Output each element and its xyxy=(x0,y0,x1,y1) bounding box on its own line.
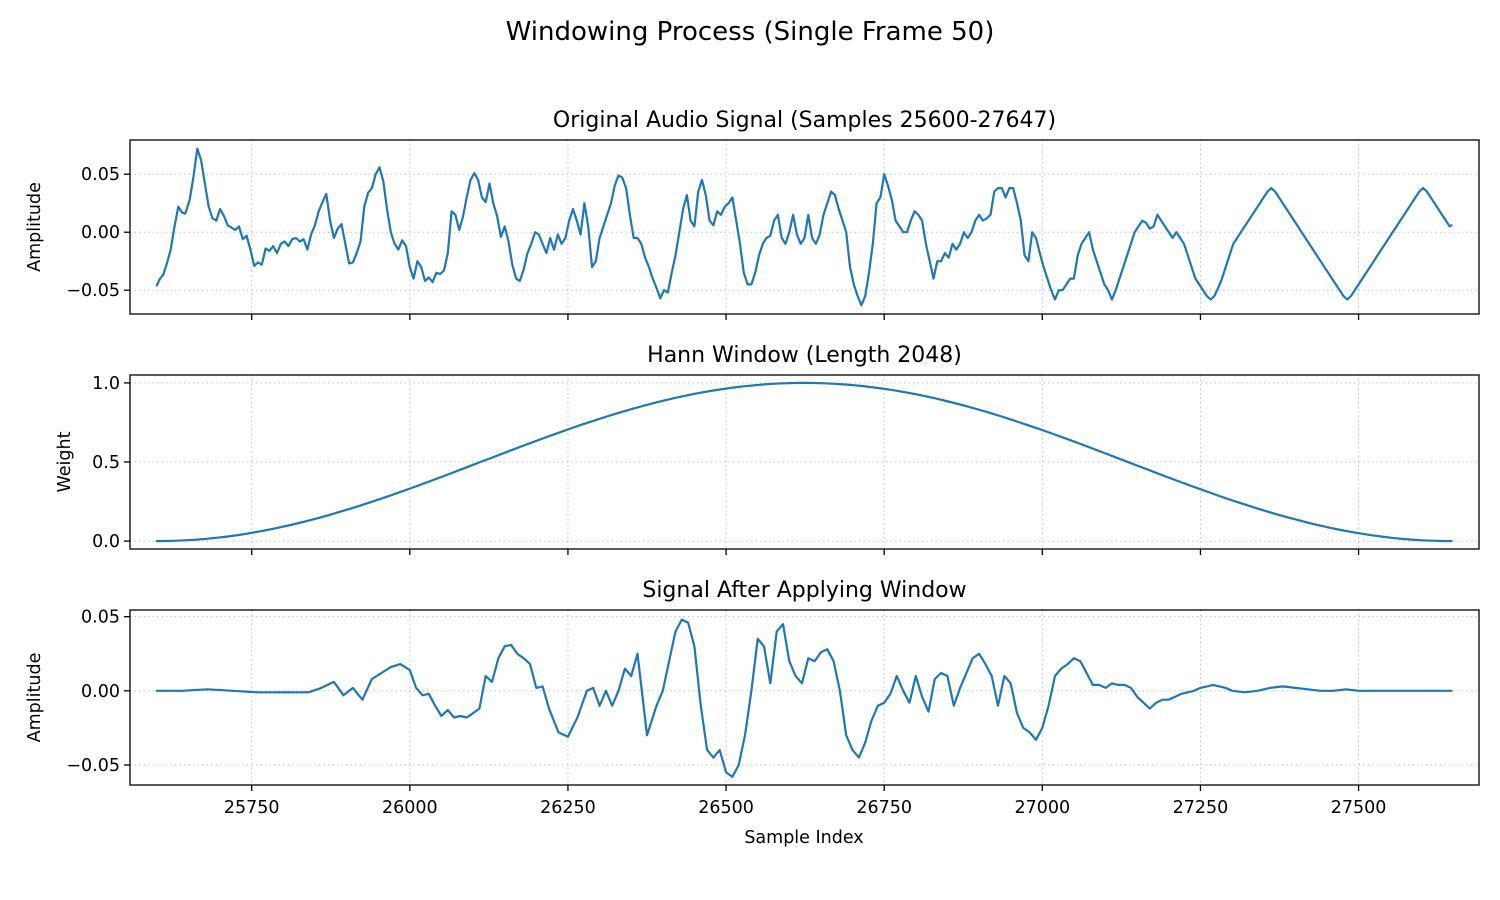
subplot-2: 0.0 0.5 1.0 Hann Window (Length 2048) Weight xyxy=(55,343,1480,555)
x-tick-label: 26500 xyxy=(698,798,754,818)
subplot-1: −0.05 0.00 0.05 Original Audio Signal (Samp… xyxy=(25,108,1480,320)
x-tick-label: 26000 xyxy=(382,798,438,818)
subplot-3: 25750 26000 26250 26500 26750 27000 27250 27500… xyxy=(25,578,1480,818)
x-tick-label: 27500 xyxy=(1331,798,1387,818)
x-tick-label: 27000 xyxy=(1014,798,1070,818)
y-axis-label: Weight xyxy=(55,431,75,492)
y-tick-label: 0.5 xyxy=(92,453,120,473)
axes-frame xyxy=(129,374,1480,550)
y-axis-label: Amplitude xyxy=(25,182,45,272)
y-axis-label: Amplitude xyxy=(25,653,45,743)
y-tick-label: 0.05 xyxy=(81,608,120,628)
subplot-title: Hann Window (Length 2048) xyxy=(647,343,962,368)
y-tick-label: 0.05 xyxy=(81,165,120,185)
x-axis-label: Sample Index xyxy=(744,828,863,848)
y-tick-label: 1.0 xyxy=(92,374,120,394)
x-tick-label: 26750 xyxy=(856,798,912,818)
y-tick-label: −0.05 xyxy=(66,756,120,776)
subplot-title: Original Audio Signal (Samples 25600-276… xyxy=(553,108,1056,133)
subplot-title: Signal After Applying Window xyxy=(642,578,966,603)
figure-title: Windowing Process (Single Frame 50) xyxy=(506,17,995,47)
y-tick-label: 0.00 xyxy=(81,682,120,702)
axes-frame xyxy=(129,609,1480,786)
x-tick-label: 26250 xyxy=(540,798,596,818)
axes-frame xyxy=(129,139,1480,315)
series-line-1 xyxy=(155,147,1453,307)
x-tick-label: 25750 xyxy=(224,798,280,818)
y-tick-label: 0.00 xyxy=(81,223,120,243)
y-tick-label: 0.0 xyxy=(92,532,120,552)
series-line-1 xyxy=(155,618,1453,778)
y-tick-label: −0.05 xyxy=(66,281,120,301)
axes-container: −0.05 0.00 0.05 Original Audio Signal (Samp… xyxy=(25,108,1480,818)
x-tick-label: 27250 xyxy=(1173,798,1229,818)
series-line-1 xyxy=(155,381,1453,543)
